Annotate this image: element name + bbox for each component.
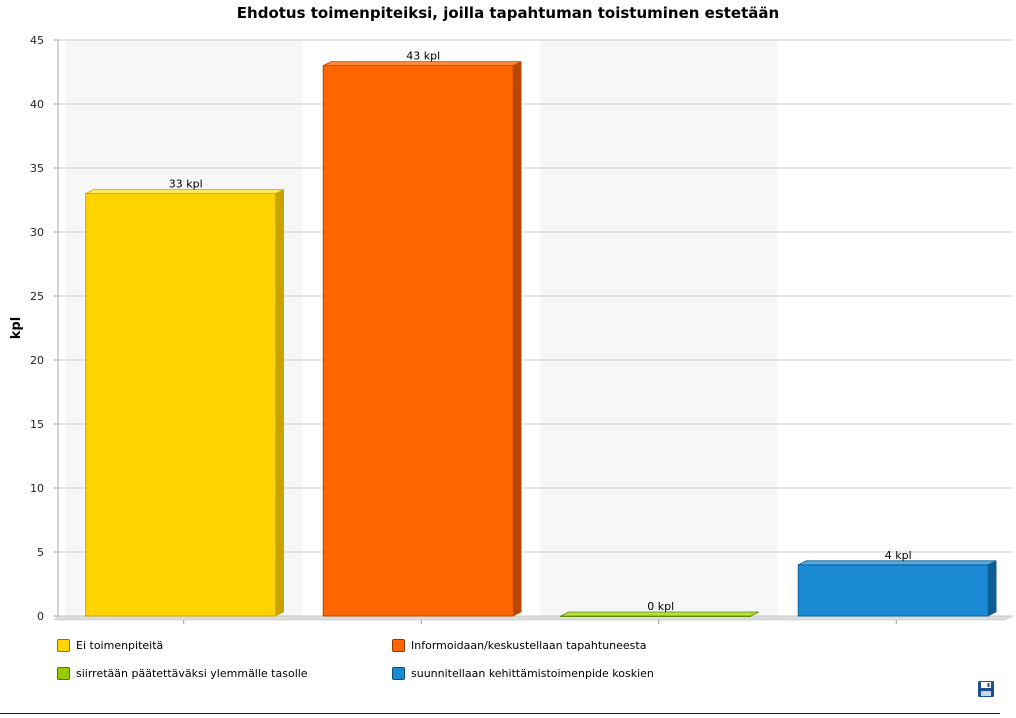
y-tick-label: 40 xyxy=(30,98,44,111)
y-tick-label: 15 xyxy=(30,418,44,431)
data-label: 33 kpl xyxy=(169,178,203,191)
bar-side xyxy=(513,61,522,617)
y-tick-label: 30 xyxy=(30,226,44,239)
plot-band xyxy=(540,40,778,616)
bar-chart: 0 5 10 15 20 25 30 35 40 45 kpl 33 kpl 43 kpl 0 kpl 4 … xyxy=(9,34,1014,624)
data-label: 0 kpl xyxy=(647,600,674,613)
y-tick-label: 45 xyxy=(30,34,44,47)
legend-label: siirretään päätettäväksi ylemmälle tasol… xyxy=(76,667,308,680)
legend-swatch xyxy=(57,639,70,652)
legend-item-2[interactable]: siirretään päätettäväksi ylemmälle tasol… xyxy=(57,667,308,680)
legend-swatch xyxy=(392,667,405,680)
legend-swatch xyxy=(57,667,70,680)
legend-label: Ei toimenpiteitä xyxy=(76,639,164,652)
y-tick-label: 25 xyxy=(30,290,44,303)
y-tick-label: 10 xyxy=(30,482,44,495)
legend-item-3[interactable]: suunnitellaan kehittämistoimenpide koski… xyxy=(392,667,654,680)
legend-item-0[interactable]: Ei toimenpiteitä xyxy=(57,639,163,652)
bar xyxy=(322,65,514,617)
legend-swatch xyxy=(392,639,405,652)
x-axis-floor xyxy=(53,615,1014,621)
legend-label: Informoidaan/keskustellaan tapahtuneesta xyxy=(411,639,647,652)
data-label: 4 kpl xyxy=(885,549,912,562)
floppy-disk-icon[interactable] xyxy=(977,680,995,698)
y-axis-label: kpl xyxy=(9,317,24,339)
y-tick-label: 0 xyxy=(37,610,44,623)
chart-title: Ehdotus toimenpiteiksi, joilla tapahtuma… xyxy=(236,4,780,22)
bottom-divider xyxy=(0,713,1000,714)
bar-side xyxy=(275,189,284,617)
bar-side xyxy=(750,611,759,617)
bar xyxy=(85,193,277,617)
y-tick-label: 20 xyxy=(30,354,44,367)
legend-item-1[interactable]: Informoidaan/keskustellaan tapahtuneesta xyxy=(392,639,646,652)
bar-side xyxy=(988,560,997,617)
data-label: 43 kpl xyxy=(406,50,440,63)
y-tick-label: 35 xyxy=(30,162,44,175)
legend-label: suunnitellaan kehittämistoimenpide koski… xyxy=(411,667,654,680)
y-tick-label: 5 xyxy=(37,546,44,559)
bar xyxy=(797,564,989,617)
